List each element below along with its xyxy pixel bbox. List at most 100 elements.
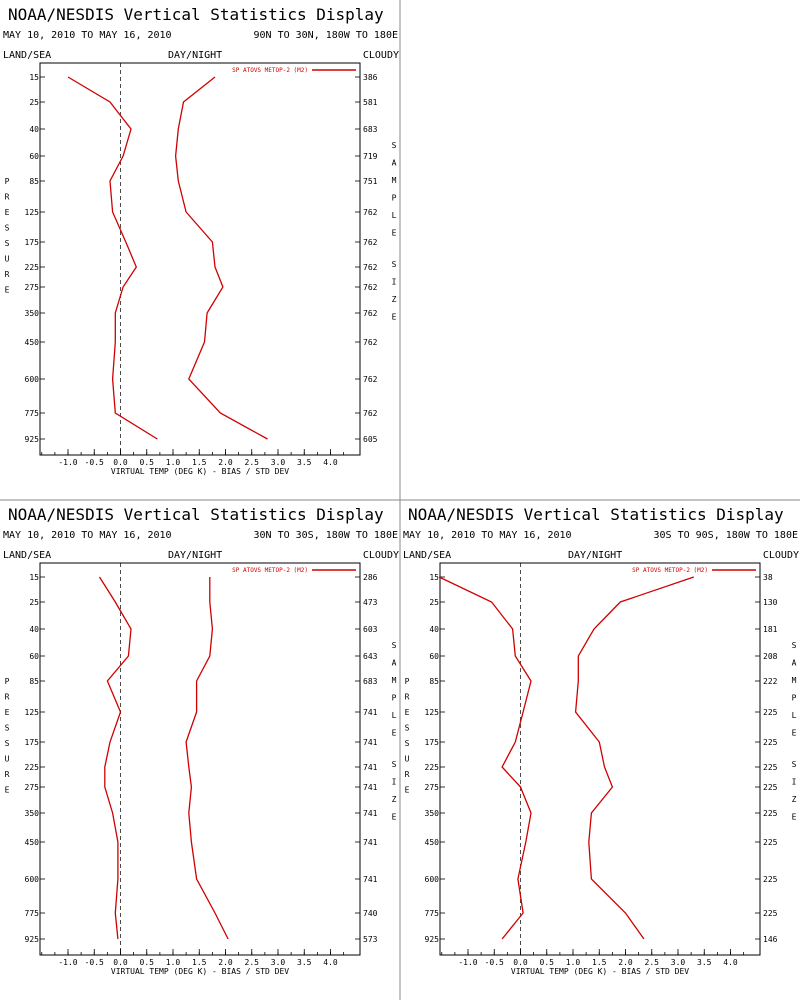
pressure-tick-label: 225 — [25, 763, 40, 772]
cloudy-label: CLOUDY — [363, 50, 399, 61]
pressure-axis-letter: P — [405, 677, 410, 686]
x-tick-label: 0.5 — [540, 958, 555, 967]
x-tick-label: 2.0 — [218, 458, 233, 467]
sample-size-label: 222 — [763, 677, 778, 686]
sample-size-axis-letter: E — [392, 813, 397, 822]
pressure-tick-label: 15 — [29, 573, 39, 582]
sample-size-axis-letter: E — [792, 729, 797, 738]
pressure-axis-letter: S — [405, 739, 410, 748]
sample-size-axis-letter: M — [792, 676, 797, 685]
pressure-axis-letter: U — [5, 755, 10, 764]
sample-size-label: 225 — [763, 875, 778, 884]
x-tick-label: 0.0 — [113, 958, 128, 967]
sample-size-label: 286 — [363, 573, 378, 582]
x-tick-label: 0.5 — [140, 458, 155, 467]
pressure-tick-label: 85 — [29, 177, 39, 186]
x-tick-label: 0.5 — [140, 958, 155, 967]
x-tick-label: 4.0 — [323, 458, 338, 467]
pressure-axis-letter: E — [405, 708, 410, 717]
pressure-tick-label: 125 — [425, 708, 440, 717]
bias-line — [438, 576, 532, 940]
sample-size-label: 603 — [363, 625, 378, 634]
x-tick-label: 0.0 — [513, 958, 528, 967]
bias-line — [98, 576, 132, 940]
pressure-tick-label: 350 — [25, 809, 40, 818]
pressure-tick-label: 600 — [425, 875, 440, 884]
pressure-axis-letter: P — [5, 177, 10, 186]
sample-size-label: 762 — [363, 375, 378, 384]
sample-size-label: 225 — [763, 783, 778, 792]
date-range: MAY 10, 2010 TO MAY 16, 2010 — [3, 530, 172, 541]
sample-size-axis-letter: S — [792, 641, 797, 650]
pressure-tick-label: 125 — [25, 708, 40, 717]
pressure-tick-label: 175 — [25, 738, 40, 747]
sample-size-label: 719 — [363, 152, 378, 161]
sample-size-axis-letter: I — [392, 778, 397, 787]
x-tick-label: 2.5 — [645, 958, 660, 967]
sample-size-axis-letter: Z — [392, 295, 397, 304]
sample-size-label: 741 — [363, 708, 378, 717]
day-night-label: DAY/NIGHT — [168, 550, 222, 561]
sample-size-axis-letter: P — [392, 194, 397, 203]
sample-size-label: 740 — [363, 909, 378, 918]
sample-size-axis-letter: A — [392, 659, 397, 668]
x-axis-label: VIRTUAL TEMP (DEG K) - BIAS / STD DEV — [111, 467, 289, 476]
pressure-axis-letter: R — [5, 770, 10, 779]
region: 30N TO 30S, 180W TO 180E — [254, 530, 399, 541]
sample-size-label: 741 — [363, 875, 378, 884]
sample-size-axis-letter: L — [792, 711, 797, 720]
pressure-axis-letter: S — [5, 739, 10, 748]
land-sea-label: LAND/SEA — [3, 50, 51, 61]
plot-frame — [39, 562, 361, 956]
pressure-axis-letter: U — [405, 755, 410, 764]
pressure-axis-letter: E — [5, 208, 10, 217]
sample-size-label: 581 — [363, 98, 378, 107]
x-tick-label: 2.5 — [245, 958, 260, 967]
sample-size-label: 208 — [763, 652, 778, 661]
pressure-tick-label: 450 — [425, 838, 440, 847]
sample-size-label: 38 — [763, 573, 773, 582]
x-tick-label: 3.5 — [697, 958, 712, 967]
pressure-axis-letter: E — [405, 786, 410, 795]
date-range: MAY 10, 2010 TO MAY 16, 2010 — [3, 30, 172, 41]
pressure-tick-label: 40 — [29, 125, 39, 134]
plot-frame — [439, 562, 761, 956]
sample-size-label: 225 — [763, 763, 778, 772]
pressure-tick-label: 925 — [25, 935, 40, 944]
x-tick-label: -0.5 — [85, 958, 104, 967]
panel-2: NOAA/NESDIS Vertical Statistics Display M… — [3, 505, 399, 976]
pressure-axis-letter: R — [405, 770, 410, 779]
x-tick-label: -1.0 — [58, 958, 77, 967]
x-tick-label: 3.0 — [271, 458, 286, 467]
sample-size-label: 225 — [763, 909, 778, 918]
x-axis-label: VIRTUAL TEMP (DEG K) - BIAS / STD DEV — [111, 967, 289, 976]
pressure-tick-label: 275 — [425, 783, 440, 792]
sample-size-axis-letter: Z — [792, 795, 797, 804]
pressure-tick-label: 600 — [25, 875, 40, 884]
sample-size-axis-letter: Z — [392, 795, 397, 804]
sample-size-label: 573 — [363, 935, 378, 944]
pressure-tick-label: 925 — [425, 935, 440, 944]
sample-size-axis-letter: M — [392, 676, 397, 685]
sample-size-label: 473 — [363, 598, 378, 607]
pressure-axis-letter: S — [405, 724, 410, 733]
region: 90N TO 30N, 180W TO 180E — [254, 30, 399, 41]
land-sea-label: LAND/SEA — [403, 550, 451, 561]
pressure-tick-label: 85 — [29, 677, 39, 686]
pressure-axis-letter: S — [5, 224, 10, 233]
pressure-tick-label: 25 — [29, 598, 39, 607]
pressure-tick-label: 225 — [425, 763, 440, 772]
day-night-label: DAY/NIGHT — [168, 50, 222, 61]
pressure-tick-label: 350 — [425, 809, 440, 818]
sample-size-axis-letter: P — [392, 694, 397, 703]
pressure-tick-label: 775 — [425, 909, 440, 918]
sample-size-label: 181 — [763, 625, 778, 634]
sample-size-label: 225 — [763, 838, 778, 847]
x-tick-label: 1.5 — [592, 958, 607, 967]
sample-size-label: 683 — [363, 125, 378, 134]
sample-size-axis-letter: L — [392, 211, 397, 220]
sample-size-label: 146 — [763, 935, 778, 944]
panel-3: NOAA/NESDIS Vertical Statistics Display M… — [403, 505, 799, 976]
sample-size-label: 225 — [763, 809, 778, 818]
